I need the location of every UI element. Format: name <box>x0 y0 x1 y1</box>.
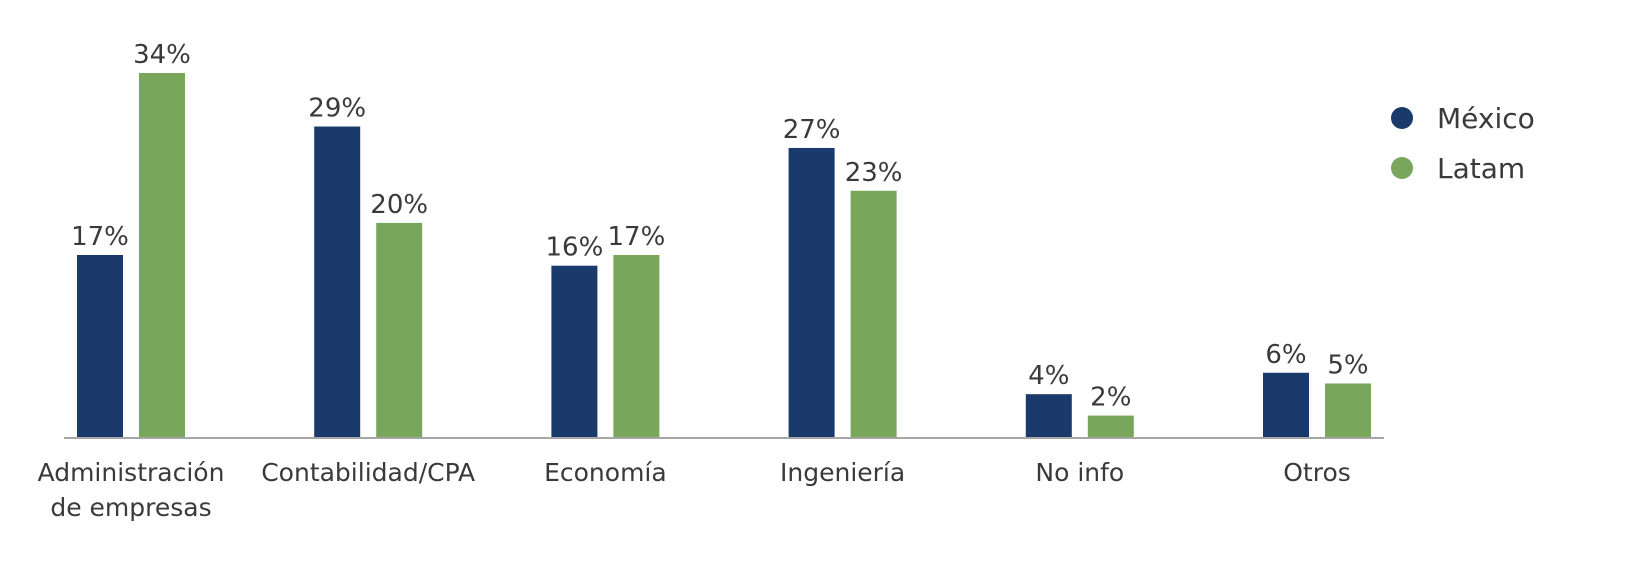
data-label: 4% <box>1028 361 1069 391</box>
bar-latam-1 <box>376 222 423 437</box>
bar-latam-2 <box>613 255 660 437</box>
bar-mxico-5 <box>1263 372 1309 437</box>
data-label: 17% <box>71 222 129 252</box>
data-label: 23% <box>845 158 903 188</box>
data-label: 29% <box>308 94 366 124</box>
bar-mxico-3 <box>788 147 835 438</box>
legend-swatch <box>1391 107 1413 129</box>
category-label: Contabilidad/CPA <box>261 458 475 487</box>
category-label: Administración de empresas <box>38 458 225 522</box>
legend: México Latam <box>1391 102 1535 185</box>
data-label: 17% <box>608 222 666 252</box>
category-labels-group: Administración de empresas Contabilidad/CP… <box>38 458 1351 522</box>
category-label: Otros <box>1283 458 1351 487</box>
bars-group <box>77 73 1371 438</box>
bar-mxico-4 <box>1025 394 1072 437</box>
category-label: Ingeniería <box>780 458 905 487</box>
data-label: 5% <box>1327 350 1368 380</box>
data-label: 2% <box>1090 383 1131 413</box>
bar-mxico-2 <box>551 265 598 437</box>
data-label: 27% <box>783 115 841 145</box>
data-label: 20% <box>370 190 428 220</box>
data-label: 34% <box>133 40 191 70</box>
category-label: No info <box>1035 458 1124 487</box>
legend-label: México <box>1437 102 1535 135</box>
legend-swatch <box>1391 157 1413 179</box>
legend-label: Latam <box>1437 152 1525 185</box>
data-labels-group: 17%34%29%20%16% 17%27%23%4%2%6% 5% <box>71 40 1369 413</box>
bar-latam-0 <box>139 73 185 437</box>
data-label: 16% <box>546 233 604 263</box>
data-label: 6% <box>1265 340 1306 370</box>
category-label: Economía <box>544 458 667 487</box>
bar-mxico-0 <box>77 255 123 437</box>
bar-latam-4 <box>1087 415 1134 437</box>
bar-latam-5 <box>1325 383 1371 437</box>
bar-latam-3 <box>850 190 897 437</box>
bar-mxico-1 <box>314 126 361 437</box>
